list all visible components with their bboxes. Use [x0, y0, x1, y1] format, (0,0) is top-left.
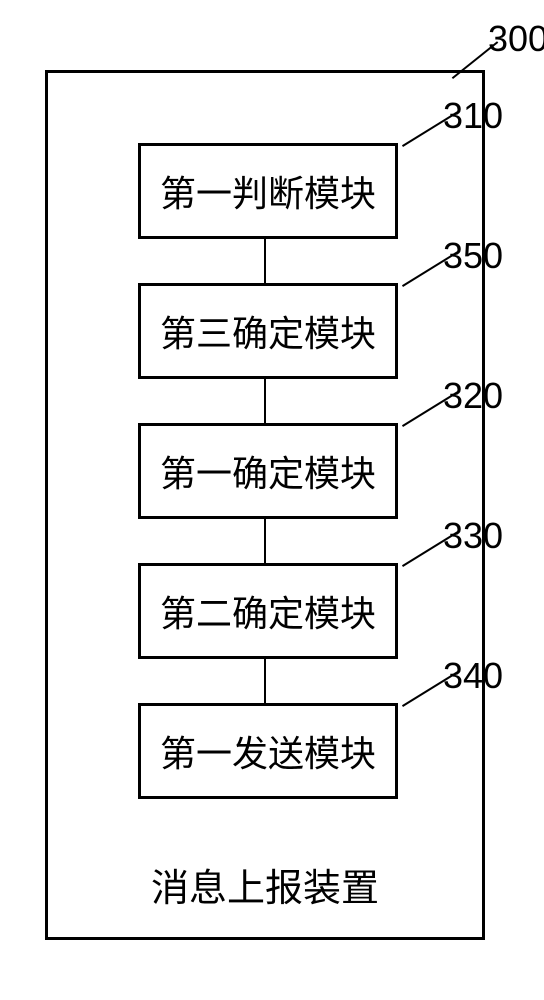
container-ref-label: 300: [488, 18, 544, 60]
module-block-label: 第二确定模块: [160, 585, 376, 637]
connector-line: [264, 659, 266, 703]
module-block: 第一确定模块: [138, 423, 398, 519]
module-block: 第三确定模块: [138, 283, 398, 379]
module-block: 第一判断模块: [138, 143, 398, 239]
diagram-container: 300 第一判断模块310第三确定模块350第一确定模块320第二确定模块330…: [45, 70, 485, 940]
connector-line: [264, 239, 266, 283]
connector-line: [264, 379, 266, 423]
module-block-label: 第三确定模块: [160, 305, 376, 357]
module-block-label: 第一判断模块: [160, 165, 376, 217]
diagram-caption: 消息上报装置: [151, 857, 379, 912]
connector-line: [264, 519, 266, 563]
container-leader-line: [452, 41, 498, 79]
module-block: 第一发送模块: [138, 703, 398, 799]
module-block: 第二确定模块: [138, 563, 398, 659]
module-block-label: 第一确定模块: [160, 445, 376, 497]
module-block-label: 第一发送模块: [160, 725, 376, 777]
